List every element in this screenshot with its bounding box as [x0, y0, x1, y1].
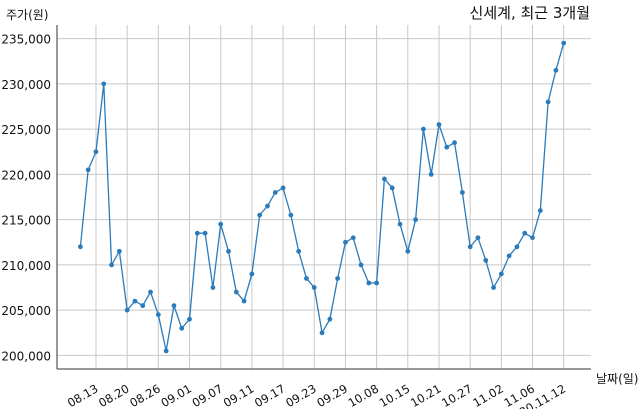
data-point — [218, 221, 224, 227]
data-point — [77, 244, 83, 250]
data-point — [475, 235, 481, 241]
data-point — [397, 221, 403, 227]
data-point — [553, 67, 559, 73]
y-tick-labels: 200,000 205,000 210,000 215,000 220,000 225,0… — [1, 33, 51, 364]
data-point — [389, 185, 395, 191]
data-point — [483, 257, 489, 263]
data-point — [163, 348, 169, 354]
data-point — [132, 298, 138, 304]
data-point — [327, 316, 333, 322]
x-axis-label: 날짜(일) — [596, 372, 638, 386]
y-tick-label: 210,000 — [1, 259, 51, 273]
data-point — [561, 40, 567, 46]
x-tick-label: 10.21 — [408, 381, 444, 409]
data-point — [343, 239, 348, 245]
x-tick-label: 09.17 — [252, 381, 288, 409]
data-point — [506, 253, 512, 259]
y-tick-label: 225,000 — [1, 123, 51, 137]
x-tick-label: 09.07 — [190, 381, 226, 409]
x-tick-label: 10.15 — [377, 381, 413, 409]
data-point — [249, 271, 255, 277]
x-tick-label: 08.26 — [127, 381, 163, 409]
data-point — [296, 248, 302, 254]
data-point — [350, 235, 356, 241]
data-point — [226, 248, 231, 254]
x-tick-label: 08.13 — [65, 381, 101, 409]
data-point — [116, 248, 122, 254]
x-tick-label: 11.02 — [470, 381, 506, 409]
data-point — [319, 330, 325, 336]
y-tick-label: 230,000 — [1, 78, 51, 92]
data-point — [148, 289, 153, 295]
data-point — [288, 212, 294, 218]
data-point — [265, 203, 270, 209]
y-tick-label: 200,000 — [1, 349, 51, 363]
data-point — [202, 230, 208, 236]
data-point — [85, 167, 91, 173]
data-point — [210, 285, 216, 290]
data-point — [233, 289, 239, 295]
data-point — [140, 303, 146, 309]
price-points — [77, 40, 567, 354]
axes-frame — [56, 25, 591, 370]
data-point — [155, 312, 161, 318]
data-point — [101, 81, 107, 87]
data-point — [545, 99, 551, 105]
y-grid — [57, 38, 591, 356]
data-point — [459, 190, 465, 195]
data-point — [382, 176, 387, 182]
x-tick-label: 09.23 — [283, 381, 319, 409]
data-point — [109, 262, 114, 268]
y-tick-label: 220,000 — [1, 168, 51, 182]
chart-title: 신세계, 최근 3개월 — [470, 4, 590, 22]
data-point — [311, 285, 317, 290]
x-tick-label: 09.01 — [159, 381, 195, 409]
data-point — [366, 280, 372, 286]
x-tick-label: 08.20 — [96, 381, 132, 409]
data-point — [241, 298, 247, 304]
data-point — [444, 144, 450, 150]
data-point — [413, 217, 418, 223]
y-tick-label: 235,000 — [1, 33, 51, 47]
data-point — [405, 248, 411, 254]
x-tick-label: 10.27 — [439, 381, 475, 409]
data-point — [428, 171, 434, 177]
price-line — [79, 42, 565, 352]
data-point — [304, 276, 309, 281]
x-tick-label: 10.08 — [346, 381, 382, 409]
data-point — [436, 122, 442, 127]
data-point — [272, 190, 278, 195]
data-point — [514, 244, 520, 250]
data-point — [452, 140, 457, 146]
data-point — [93, 149, 99, 155]
data-point — [257, 212, 263, 218]
x-tick-label: 09.11 — [221, 381, 257, 409]
y-tick-label: 215,000 — [1, 214, 51, 228]
data-point — [537, 208, 543, 213]
data-point — [522, 230, 528, 236]
data-point — [187, 316, 192, 322]
data-point — [194, 230, 200, 236]
data-point — [420, 126, 426, 132]
y-tick-label: 205,000 — [1, 304, 51, 318]
data-point — [179, 325, 185, 331]
x-tick-label: 09.29 — [314, 381, 350, 409]
data-point — [491, 285, 496, 290]
data-point — [498, 271, 504, 277]
x-grid — [95, 25, 565, 369]
data-point — [335, 276, 341, 281]
data-point — [358, 262, 364, 268]
y-axis-label: 주가(원) — [6, 8, 48, 22]
data-point — [171, 303, 177, 309]
data-point — [467, 244, 473, 250]
data-point — [280, 185, 286, 191]
data-point — [530, 235, 535, 241]
x-tick-labels: 08.1308.2008.2609.0109.0709.1109.1709.23… — [65, 381, 568, 409]
data-point — [124, 307, 130, 313]
data-point — [374, 280, 380, 286]
